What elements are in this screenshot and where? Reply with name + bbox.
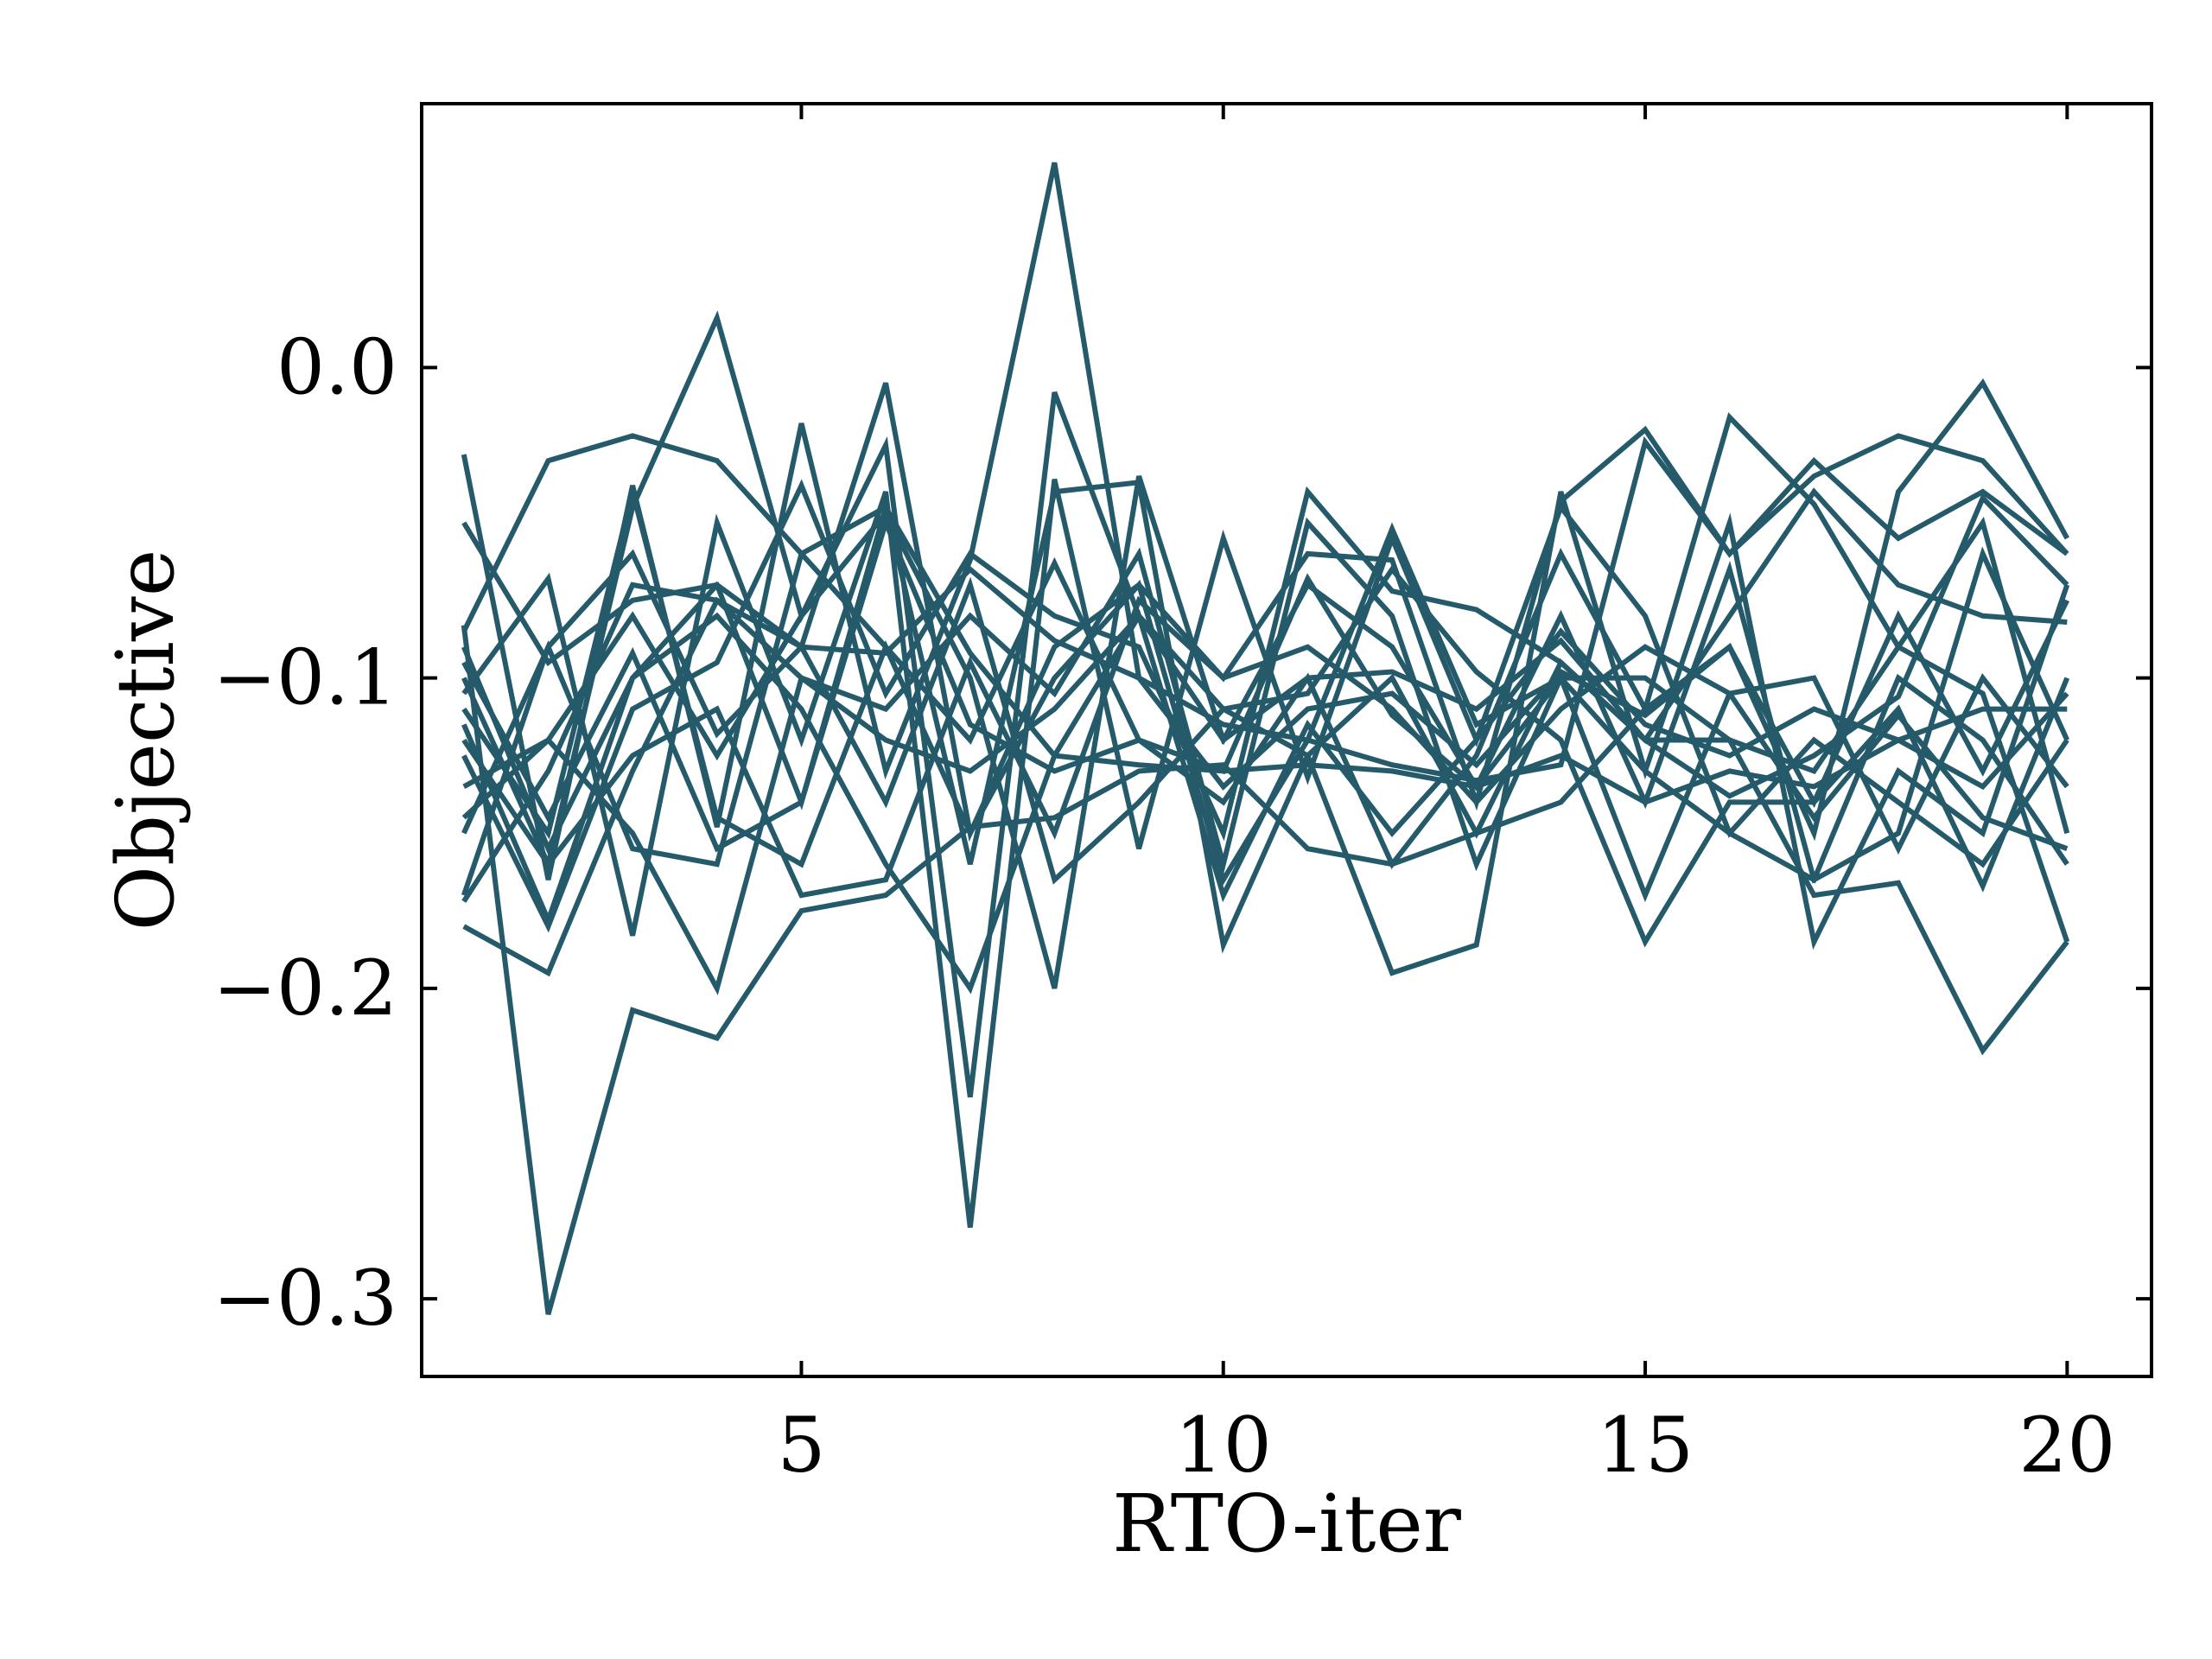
- x-tick-label-20: 20: [2018, 1401, 2115, 1490]
- y-tick-label-3: −0.3: [213, 1254, 397, 1343]
- x-tick-label-15: 15: [1597, 1401, 1694, 1490]
- series-line-17: [461, 595, 2069, 899]
- axes-frame: [420, 102, 2153, 1378]
- x-tick-label-10: 10: [1175, 1401, 1272, 1490]
- y-tick-label-0: 0.0: [276, 322, 397, 411]
- series-line-10: [461, 546, 2070, 884]
- y-axis: 0.0 −0.1 −0.2 −0.3: [213, 322, 2152, 1343]
- series-line-2: [461, 433, 2068, 805]
- y-axis-title: Objective: [99, 550, 192, 931]
- series-line-9: [462, 475, 2069, 989]
- series-line-16: [461, 517, 2069, 903]
- y-tick-label-1: −0.1: [213, 633, 397, 722]
- x-axis: 5 10 15 20: [777, 104, 2115, 1490]
- x-axis-title: RTO-iter: [1112, 1478, 1461, 1570]
- series-line-4: [461, 412, 2070, 1315]
- series-line-13: [461, 515, 2069, 869]
- x-tick-label-5: 5: [777, 1401, 825, 1490]
- y-tick-label-2: −0.2: [213, 944, 397, 1033]
- series-line-18: [461, 609, 2069, 995]
- plot-lines: [461, 162, 2070, 1315]
- series-line-8: [461, 382, 2069, 928]
